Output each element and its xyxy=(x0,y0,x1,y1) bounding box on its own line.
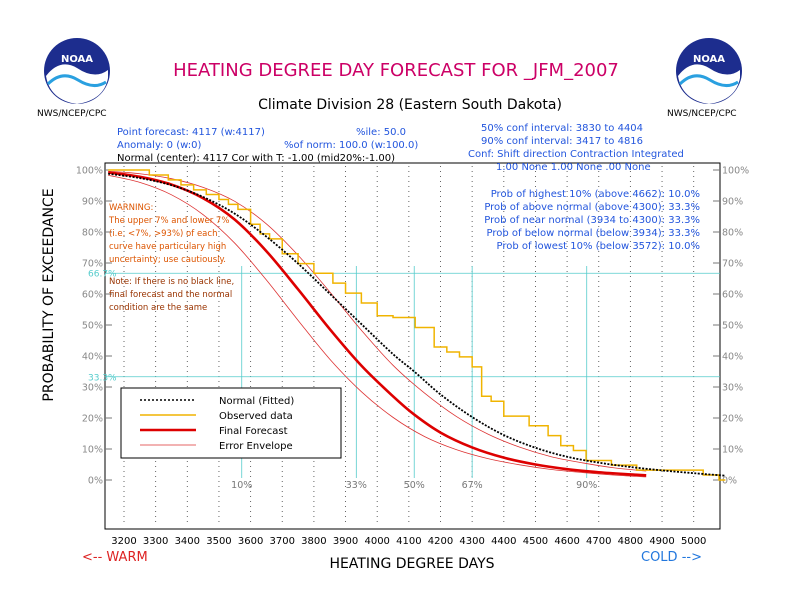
warning-line-4: uncertainty; use cautiously. xyxy=(109,255,226,265)
y-ticks-right: 0% 10% 20% 30% 40% 50% 60% 70% 80% 90% 100% xyxy=(713,166,749,487)
x-ticks: 3200 3300 3400 3500 3600 3700 3800 3900 4000 4100… xyxy=(111,536,706,547)
x-tick-label-3900: 3900 xyxy=(333,536,358,547)
y-tick-label-left-50: 50% xyxy=(82,321,103,332)
chart-title: HEATING DEGREE DAY FORECAST FOR _JFM_200… xyxy=(173,60,619,81)
percentile-label-50: 50% xyxy=(404,480,425,491)
point-forecast-text: Point forecast: 4117 (w:4117) xyxy=(117,127,265,138)
x-tick-label-3200: 3200 xyxy=(111,536,136,547)
note-line-2: final forecast and the normal xyxy=(109,290,232,300)
y-tick-label-left-10: 10% xyxy=(82,445,103,456)
x-tick-label-4300: 4300 xyxy=(459,536,484,547)
y-tick-label-left-90: 90% xyxy=(82,197,103,208)
warning-line-2: (i.e. <7%, >93%) of each xyxy=(109,229,217,239)
y-tick-label-left-40: 40% xyxy=(82,352,103,363)
y-tick-label-right-60: 60% xyxy=(722,290,743,301)
noaa-logo-right: NOAA xyxy=(676,38,742,104)
reference-lines: 66.7% 33.3% xyxy=(88,270,720,383)
legend-label-forecast: Final Forecast xyxy=(219,426,288,437)
x-tick-label-3400: 3400 xyxy=(175,536,200,547)
x-tick-label-3300: 3300 xyxy=(143,536,168,547)
reference-label-66-7: 66.7% xyxy=(88,270,117,280)
series-line-observed-data xyxy=(108,169,726,481)
y-tick-label-right-20: 20% xyxy=(722,414,743,425)
x-tick-label-4500: 4500 xyxy=(523,536,548,547)
y-tick-label-right-0: 0% xyxy=(722,476,737,487)
x-tick-label-4600: 4600 xyxy=(554,536,579,547)
prob-near-normal: Prob of near normal (3934 to 4300): 33.3… xyxy=(484,215,700,226)
chart-subtitle: Climate Division 28 (Eastern South Dakot… xyxy=(258,97,562,113)
y-tick-label-left-70: 70% xyxy=(82,259,103,270)
series-group xyxy=(107,169,726,481)
plot-frame xyxy=(104,162,721,530)
x-tick-label-4400: 4400 xyxy=(491,536,516,547)
x-tick-label-4100: 4100 xyxy=(396,536,421,547)
y-tick-label-left-20: 20% xyxy=(82,414,103,425)
y-tick-label-right-90: 90% xyxy=(722,197,743,208)
series-line-error-envelope-upper xyxy=(108,170,647,472)
legend: Normal (Fitted) Observed data Final Fore… xyxy=(120,387,342,459)
legend-label-normal: Normal (Fitted) xyxy=(219,396,294,407)
conf90-text: 90% conf interval: 3417 to 4816 xyxy=(481,136,643,147)
prob-highest-10: Prob of highest 10% (above 4662): 10.0% xyxy=(491,189,700,200)
series-line-error-envelope-lower xyxy=(108,174,647,478)
note-line-3: condition are the same xyxy=(109,303,207,313)
legend-label-envelope: Error Envelope xyxy=(219,441,293,452)
y-tick-label-right-80: 80% xyxy=(722,228,743,239)
percentile-text: %ile: 50.0 xyxy=(356,127,406,138)
warning-title: WARNING: xyxy=(109,203,153,213)
agency-label-left: NWS/NCEP/CPC xyxy=(37,109,107,119)
warning-line-3: curve have particulary high xyxy=(109,242,226,252)
normal-text: Normal (center): 4117 Cor with T: -1.00 … xyxy=(117,153,395,164)
noaa-logo-text-right: NOAA xyxy=(693,54,725,65)
y-tick-label-left-30: 30% xyxy=(82,383,103,394)
vertical-grid xyxy=(123,166,695,526)
prob-below-normal: Prob of below normal (below 3934): 33.3% xyxy=(486,228,700,239)
x-tick-label-4200: 4200 xyxy=(428,536,453,547)
y-axis-title: PROBABILITY OF EXCEEDANCE xyxy=(41,188,57,401)
x-tick-label-3800: 3800 xyxy=(301,536,326,547)
prob-lowest-10: Prob of lowest 10% (below 3572): 10.0% xyxy=(497,241,700,252)
warm-label: <-- WARM xyxy=(82,550,148,565)
x-tick-label-4800: 4800 xyxy=(618,536,643,547)
note-line-1: Note: If there is no black line, xyxy=(109,277,234,287)
x-tick-label-4900: 4900 xyxy=(649,536,674,547)
y-tick-label-left-80: 80% xyxy=(82,228,103,239)
noaa-logo-left: NOAA xyxy=(44,38,110,104)
y-tick-label-right-30: 30% xyxy=(722,383,743,394)
warning-line-1: The upper 7% and lower 7% xyxy=(108,216,229,226)
y-tick-label-right-10: 10% xyxy=(722,445,743,456)
y-tick-label-right-40: 40% xyxy=(722,352,743,363)
conf-values-text: 1.00 None 1.00 None .00 None xyxy=(496,162,651,173)
conf50-text: 50% conf interval: 3830 to 4404 xyxy=(481,123,643,134)
noaa-logo-text-left: NOAA xyxy=(61,54,93,65)
series-line-final-forecast xyxy=(107,171,647,477)
pct-norm-text: %of norm: 100.0 (w:100.0) xyxy=(284,140,418,151)
y-tick-label-left-0: 0% xyxy=(88,476,103,487)
conf-header-text: Conf: Shift direction Contraction Integr… xyxy=(468,149,684,160)
y-tick-label-right-50: 50% xyxy=(722,321,743,332)
x-tick-label-5000: 5000 xyxy=(681,536,706,547)
cold-label: COLD --> xyxy=(641,550,702,565)
y-tick-label-left-60: 60% xyxy=(82,290,103,301)
percentile-label-67: 67% xyxy=(462,480,483,491)
reference-label-33-3: 33.3% xyxy=(88,373,117,383)
x-tick-label-4000: 4000 xyxy=(364,536,389,547)
prob-above-normal: Prob of above normal (above 4300): 33.3% xyxy=(484,202,700,213)
y-tick-label-right-70: 70% xyxy=(722,259,743,270)
agency-label-right: NWS/NCEP/CPC xyxy=(667,109,737,119)
x-tick-label-3700: 3700 xyxy=(270,536,295,547)
percentile-label-90: 90% xyxy=(576,480,597,491)
percentile-label-10: 10% xyxy=(231,480,252,491)
y-tick-label-right-100: 100% xyxy=(722,166,749,177)
x-axis-title: HEATING DEGREE DAYS xyxy=(329,556,494,572)
y-tick-label-left-100: 100% xyxy=(76,166,103,177)
percentile-label-33: 33% xyxy=(346,480,367,491)
x-tick-label-4700: 4700 xyxy=(586,536,611,547)
x-tick-label-3500: 3500 xyxy=(206,536,231,547)
legend-label-observed: Observed data xyxy=(219,411,293,422)
y-ticks-left: 0% 10% 20% 30% 40% 50% 60% 70% 80% 90% 100% xyxy=(76,166,112,487)
anomaly-text: Anomaly: 0 (w:0) xyxy=(117,140,201,151)
x-tick-label-3600: 3600 xyxy=(238,536,263,547)
